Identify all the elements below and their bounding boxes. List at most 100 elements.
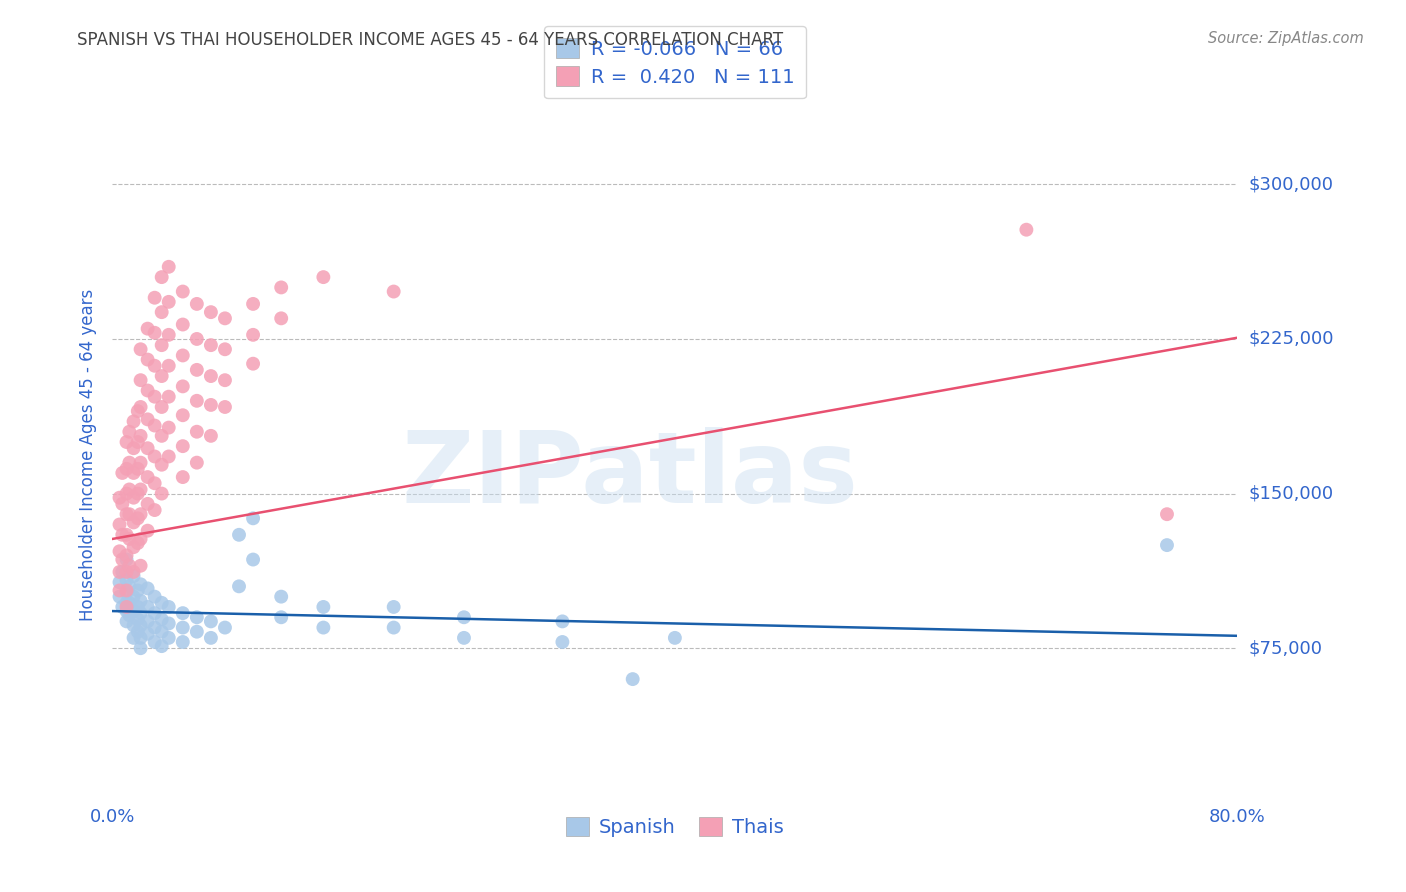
Point bbox=[453, 610, 475, 624]
Text: Source: ZipAtlas.com: Source: ZipAtlas.com bbox=[1208, 31, 1364, 46]
Point bbox=[150, 270, 173, 285]
Point bbox=[115, 486, 138, 500]
Point bbox=[111, 528, 134, 542]
Point bbox=[157, 420, 180, 434]
Point bbox=[186, 456, 208, 470]
Point bbox=[1156, 538, 1178, 552]
Point bbox=[172, 318, 194, 332]
Point bbox=[214, 400, 236, 414]
Point bbox=[186, 610, 208, 624]
Point bbox=[115, 549, 138, 563]
Point bbox=[136, 626, 159, 640]
Point bbox=[115, 585, 138, 599]
Point bbox=[118, 483, 141, 497]
Point bbox=[1156, 507, 1178, 521]
Point bbox=[382, 599, 405, 614]
Point bbox=[115, 615, 138, 629]
Point bbox=[118, 596, 141, 610]
Point bbox=[551, 615, 574, 629]
Point bbox=[129, 631, 152, 645]
Point bbox=[118, 532, 141, 546]
Point bbox=[115, 604, 138, 618]
Point bbox=[127, 583, 149, 598]
Point bbox=[200, 369, 222, 384]
Point bbox=[129, 594, 152, 608]
Point bbox=[127, 511, 149, 525]
Point bbox=[136, 321, 159, 335]
Point bbox=[150, 596, 173, 610]
Point bbox=[382, 285, 405, 299]
Point bbox=[122, 631, 145, 645]
Point bbox=[143, 590, 166, 604]
Point bbox=[118, 507, 141, 521]
Point bbox=[242, 297, 264, 311]
Point bbox=[453, 631, 475, 645]
Point bbox=[214, 373, 236, 387]
Point bbox=[157, 450, 180, 464]
Point bbox=[143, 606, 166, 620]
Point bbox=[150, 429, 173, 443]
Point bbox=[111, 497, 134, 511]
Point bbox=[312, 599, 335, 614]
Point bbox=[172, 621, 194, 635]
Point bbox=[200, 305, 222, 319]
Point bbox=[129, 532, 152, 546]
Point bbox=[127, 536, 149, 550]
Point bbox=[118, 425, 141, 439]
Point bbox=[111, 565, 134, 579]
Point bbox=[143, 390, 166, 404]
Point bbox=[172, 409, 194, 423]
Point bbox=[127, 486, 149, 500]
Point bbox=[172, 348, 194, 362]
Point bbox=[172, 285, 194, 299]
Point bbox=[143, 503, 166, 517]
Point bbox=[143, 418, 166, 433]
Point bbox=[157, 599, 180, 614]
Text: $150,000: $150,000 bbox=[1249, 484, 1333, 502]
Point bbox=[150, 486, 173, 500]
Point bbox=[115, 552, 138, 566]
Point bbox=[150, 369, 173, 384]
Point bbox=[127, 404, 149, 418]
Point bbox=[200, 398, 222, 412]
Point bbox=[115, 528, 138, 542]
Point bbox=[118, 579, 141, 593]
Point bbox=[270, 610, 292, 624]
Point bbox=[129, 618, 152, 632]
Point bbox=[136, 497, 159, 511]
Point bbox=[127, 624, 149, 639]
Point bbox=[1015, 223, 1038, 237]
Point bbox=[118, 608, 141, 623]
Point bbox=[143, 326, 166, 340]
Point bbox=[136, 470, 159, 484]
Point bbox=[143, 621, 166, 635]
Point bbox=[382, 621, 405, 635]
Point bbox=[122, 441, 145, 455]
Point bbox=[129, 606, 152, 620]
Point bbox=[214, 621, 236, 635]
Point bbox=[122, 618, 145, 632]
Point bbox=[115, 565, 138, 579]
Point bbox=[143, 359, 166, 373]
Point bbox=[118, 558, 141, 573]
Point bbox=[129, 373, 152, 387]
Point bbox=[664, 631, 686, 645]
Point bbox=[115, 599, 138, 614]
Point bbox=[312, 270, 335, 285]
Point bbox=[136, 441, 159, 455]
Point bbox=[270, 280, 292, 294]
Point bbox=[129, 343, 152, 357]
Point bbox=[150, 612, 173, 626]
Point bbox=[136, 582, 159, 596]
Point bbox=[129, 483, 152, 497]
Point bbox=[115, 573, 138, 587]
Point bbox=[157, 616, 180, 631]
Text: SPANISH VS THAI HOUSEHOLDER INCOME AGES 45 - 64 YEARS CORRELATION CHART: SPANISH VS THAI HOUSEHOLDER INCOME AGES … bbox=[77, 31, 783, 49]
Text: $225,000: $225,000 bbox=[1249, 330, 1334, 348]
Point bbox=[108, 491, 131, 505]
Point bbox=[172, 439, 194, 453]
Point bbox=[111, 599, 134, 614]
Point bbox=[150, 305, 173, 319]
Point bbox=[122, 466, 145, 480]
Point bbox=[150, 400, 173, 414]
